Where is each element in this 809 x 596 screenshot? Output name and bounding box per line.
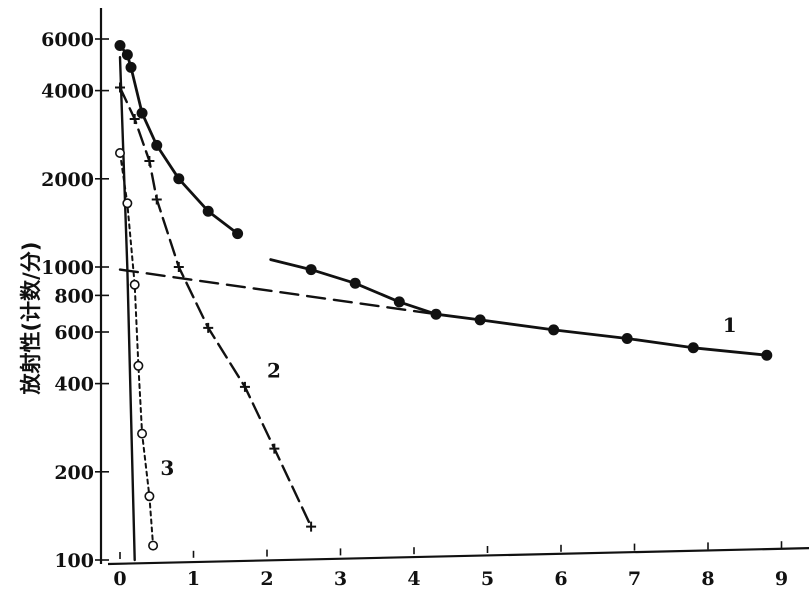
axes [95, 8, 809, 566]
series-lines [118, 44, 769, 547]
guide-lines [118, 56, 438, 562]
series-1-label: 1 [723, 313, 737, 337]
series-2-point [173, 262, 184, 272]
series-2-label: 2 [267, 358, 281, 382]
y-tick-label: 2000 [41, 169, 94, 191]
series-1-point [349, 277, 361, 289]
x-tick-label: 0 [113, 568, 126, 590]
x-tick-label: 6 [554, 568, 567, 590]
series-1-point [232, 228, 244, 240]
series-3-point [144, 491, 155, 502]
series-1-point [136, 107, 148, 119]
y-tick-label: 600 [54, 322, 94, 344]
series-1-point [548, 324, 560, 336]
x-tick-label: 7 [628, 568, 641, 590]
series-1-point [173, 173, 185, 185]
guide-line-4 [118, 268, 438, 316]
series-1-point [114, 40, 126, 52]
series-2-point [144, 156, 155, 167]
y-tick-label: 100 [54, 550, 94, 572]
series-3-point [137, 428, 148, 439]
x-tick-label: 8 [701, 568, 714, 590]
series-3-point [133, 360, 144, 371]
series-3-point [129, 279, 140, 290]
tick-labels: 0 1 2 3 4 5 6 7 8 9 100 200 400 600 800 1000 2000 4000 600… [41, 29, 788, 590]
series-labels: 1 2 3 [160, 313, 736, 480]
x-tick-label: 2 [260, 568, 273, 590]
guide-line-3 [118, 56, 136, 562]
series-1-point [621, 333, 633, 345]
y-tick-label: 1000 [41, 257, 94, 279]
x-tick-label: 5 [481, 568, 494, 590]
series-2-point [239, 381, 250, 392]
series-3-point [148, 540, 159, 551]
series-2-point [306, 521, 317, 532]
x-tick-label: 4 [407, 568, 420, 590]
series-2-point [151, 194, 162, 205]
y-tick-label: 6000 [41, 29, 94, 51]
series-2-line [118, 86, 313, 528]
series-1-line [269, 258, 769, 357]
series-1-point [125, 61, 137, 73]
x-axis-line [107, 547, 809, 566]
x-tick-label: 9 [775, 568, 788, 590]
series-1-point [393, 296, 405, 308]
series-2-point [115, 82, 125, 93]
series-2-point [269, 443, 280, 454]
data-markers [114, 40, 773, 551]
y-tick-label: 200 [54, 462, 94, 484]
series-2-point [129, 113, 140, 124]
series-1-point [305, 264, 317, 276]
series-3-point [115, 147, 126, 158]
series-1-point [202, 205, 214, 217]
series-1-point [151, 139, 163, 151]
series-1-point [121, 49, 133, 61]
series-1-point [430, 308, 442, 320]
y-axis-title: 放射性(计数/分) [19, 242, 43, 396]
series-3-label: 3 [160, 456, 174, 480]
series-3-point [122, 198, 133, 209]
x-tick-label: 3 [334, 568, 347, 590]
series-1-point [474, 314, 486, 326]
y-tick-label: 4000 [41, 81, 94, 103]
series-1-point [687, 342, 699, 354]
series-1-point [761, 349, 773, 361]
x-tick-label: 1 [187, 568, 200, 590]
series-1-line [118, 44, 239, 235]
series-2-point [203, 322, 214, 333]
y-tick-label: 400 [54, 374, 94, 396]
y-tick-label: 800 [54, 285, 94, 307]
